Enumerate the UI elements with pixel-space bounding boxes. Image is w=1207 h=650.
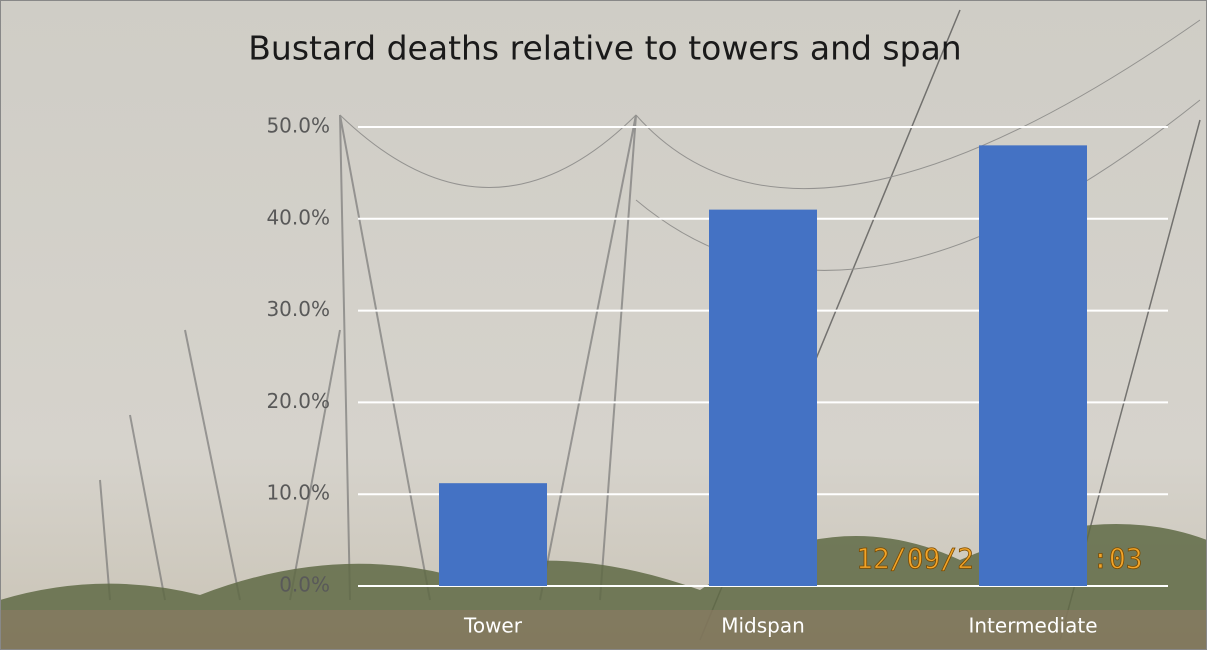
y-tick-label: 10.0% — [266, 481, 330, 505]
y-tick-label: 30.0% — [266, 297, 330, 321]
chart: Bustard deaths relative to towers and sp… — [0, 0, 1207, 650]
photo-timestamp: 12/09/2 — [856, 542, 974, 575]
bar — [709, 210, 817, 586]
bar — [439, 483, 547, 586]
y-tick-label: 50.0% — [266, 114, 330, 138]
bar — [979, 145, 1087, 586]
x-tick-label: Midspan — [721, 614, 805, 638]
y-tick-label: 20.0% — [266, 389, 330, 413]
y-tick-label: 0.0% — [279, 573, 330, 597]
chart-title: Bustard deaths relative to towers and sp… — [248, 29, 961, 68]
photo-timestamp: :03 — [1092, 542, 1143, 575]
y-tick-label: 40.0% — [266, 205, 330, 229]
x-tick-label: Intermediate — [968, 614, 1097, 638]
x-tick-label: Tower — [463, 614, 523, 638]
